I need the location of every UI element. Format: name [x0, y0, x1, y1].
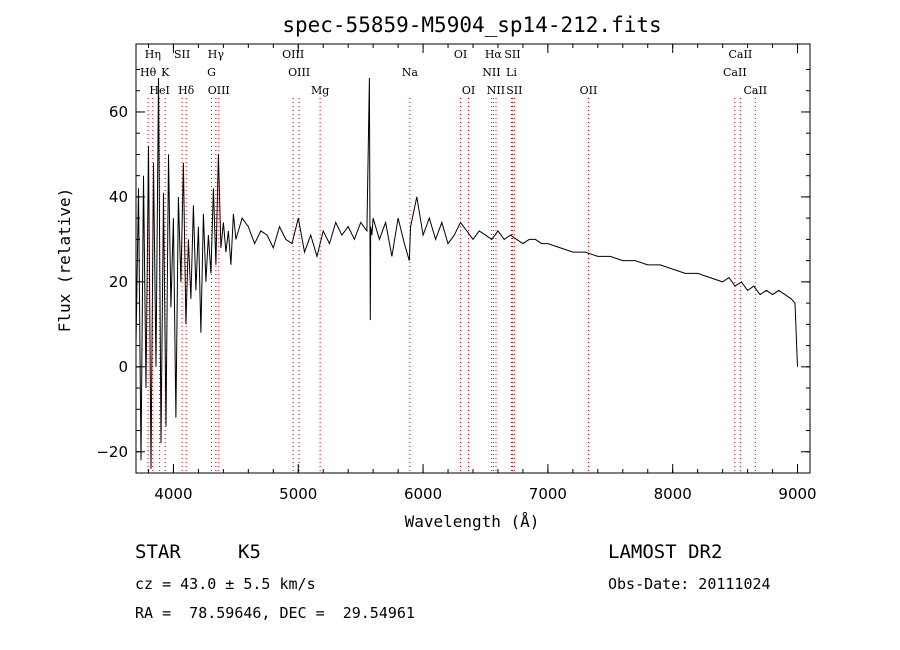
plot-frame	[135, 43, 811, 474]
line-marker-label: OI	[462, 84, 475, 97]
ra-dec: RA = 78.59646, DEC = 29.54961	[135, 604, 415, 622]
x-tick-label: 8000	[654, 485, 692, 503]
spectrum-line	[135, 77, 798, 469]
y-axis-label: Flux (relative)	[55, 188, 74, 333]
x-tick-label: 9000	[778, 485, 816, 503]
y-tick-label: 60	[109, 103, 128, 121]
y-axis: −20 0 20 40 60	[96, 68, 810, 461]
y-tick-label: 40	[109, 188, 128, 206]
line-marker-label: CaII	[729, 48, 753, 61]
x-tick-label: 7000	[529, 485, 567, 503]
line-marker-label: OIII	[288, 66, 310, 79]
line-marker-label: SII	[174, 48, 190, 61]
object-class: STAR	[135, 541, 181, 563]
line-marker-label: Hγ	[208, 48, 225, 61]
line-marker-label: G	[207, 66, 216, 79]
line-marker-label: NII	[482, 66, 500, 79]
line-marker-label: OIII	[208, 84, 230, 97]
x-axis: 4000 5000 6000 7000 8000 9000	[147, 44, 817, 503]
line-marker-label: OI	[454, 48, 467, 61]
chart-title: spec-55859-M5904_sp14-212.fits	[282, 13, 661, 37]
line-marker-label: CaII	[723, 66, 747, 79]
line-markers	[147, 98, 756, 473]
y-tick-label: −20	[96, 443, 128, 461]
line-marker-label: Na	[402, 66, 419, 79]
line-marker-label: Li	[506, 66, 517, 79]
obs-date: Obs-Date: 20111024	[608, 575, 771, 593]
line-marker-label: NII	[487, 84, 505, 97]
line-marker-label: OII	[580, 84, 598, 97]
line-marker-label: Mg	[311, 84, 329, 97]
line-marker-label: CaII	[743, 84, 767, 97]
x-tick-label: 6000	[404, 485, 442, 503]
line-marker-label: SII	[504, 48, 520, 61]
x-tick-label: 5000	[279, 485, 317, 503]
line-marker-label: Hδ	[178, 84, 195, 97]
line-marker-label: Hη	[145, 48, 161, 61]
x-axis-label: Wavelength (Å)	[405, 512, 540, 531]
line-marker-label: Hθ	[140, 66, 157, 79]
line-marker-label: OIII	[282, 48, 304, 61]
line-marker-label: K	[161, 66, 170, 79]
object-subclass: K5	[238, 541, 261, 563]
line-marker-label: Hα	[485, 48, 503, 61]
line-marker-label: SII	[506, 84, 522, 97]
x-tick-label: 4000	[154, 485, 192, 503]
line-marker-label: HeI	[149, 84, 169, 97]
survey-name: LAMOST DR2	[608, 541, 723, 563]
y-tick-label: 0	[118, 358, 128, 376]
y-tick-label: 20	[109, 273, 128, 291]
redshift-cz: cz = 43.0 ± 5.5 km/s	[135, 575, 316, 593]
